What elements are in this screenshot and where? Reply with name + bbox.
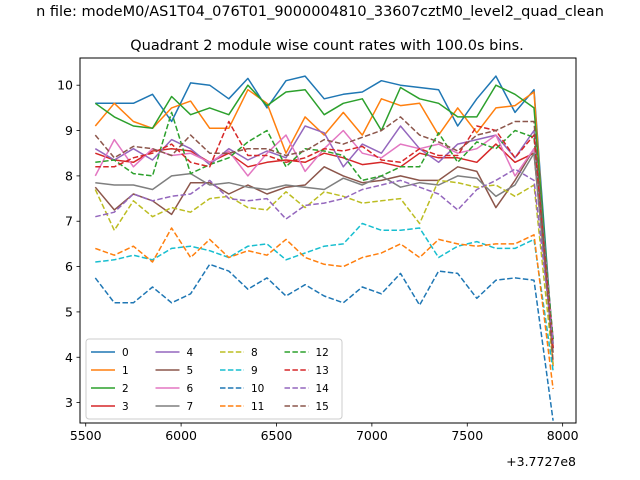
legend-label: 10: [251, 383, 264, 395]
x-tick-label: 8000: [547, 428, 579, 443]
series-line-2: [94, 84, 554, 344]
legend-label: 5: [187, 365, 194, 377]
legend-label: 15: [316, 401, 329, 413]
series-line-8: [94, 179, 554, 365]
figure-suptitle: n file: modeM0/AS1T04_076T01_9000004810_…: [36, 4, 604, 20]
x-tick-label: 5500: [70, 428, 102, 443]
y-tick-label: 4: [65, 350, 73, 365]
legend-box: [85, 338, 343, 420]
legend-label: 14: [316, 383, 330, 395]
legend-label: 4: [187, 347, 194, 359]
legend-label: 11: [251, 401, 264, 413]
y-tick-label: 7: [65, 214, 73, 229]
series-layer: [94, 75, 554, 421]
legend-label: 0: [122, 347, 129, 359]
series-line-5: [94, 147, 554, 349]
x-offset-label: +3.7727e8: [506, 454, 576, 469]
legend-label: 9: [251, 365, 258, 377]
y-tick-label: 3: [65, 395, 73, 410]
series-line-9: [95, 222, 554, 372]
y-tick-label: 10: [57, 78, 73, 93]
x-tick-label: 7500: [451, 428, 483, 443]
chart-title: Quadrant 2 module wise count rates with …: [130, 38, 524, 54]
legend-label: 7: [187, 401, 194, 413]
y-tick-label: 8: [65, 168, 73, 183]
x-tick-label: 6000: [165, 428, 197, 443]
y-tick-label: 9: [65, 123, 73, 138]
series-line-14: [95, 168, 554, 344]
series-line-3: [95, 143, 554, 353]
legend-label: 6: [187, 383, 194, 395]
y-tick-label: 5: [65, 304, 73, 319]
legend-label: 13: [316, 365, 329, 377]
y-tick-label: 6: [65, 259, 73, 274]
series-line-7: [95, 152, 554, 353]
series-line-12: [95, 111, 554, 340]
series-line-4: [94, 125, 554, 340]
legend-label: 2: [122, 383, 129, 395]
legend-label: 1: [122, 365, 129, 377]
series-line-15: [94, 116, 554, 362]
axes-frame: [79, 57, 577, 424]
series-line-13: [95, 120, 554, 349]
series-line-1: [94, 88, 554, 367]
legend-label: 3: [122, 401, 129, 413]
series-line-11: [95, 227, 554, 390]
x-tick-label: 7000: [356, 428, 388, 443]
legend-label: 12: [316, 347, 329, 359]
series-line-10: [94, 263, 554, 421]
series-line-0: [95, 75, 554, 349]
legend-label: 8: [251, 347, 258, 359]
x-tick-label: 6500: [261, 428, 293, 443]
